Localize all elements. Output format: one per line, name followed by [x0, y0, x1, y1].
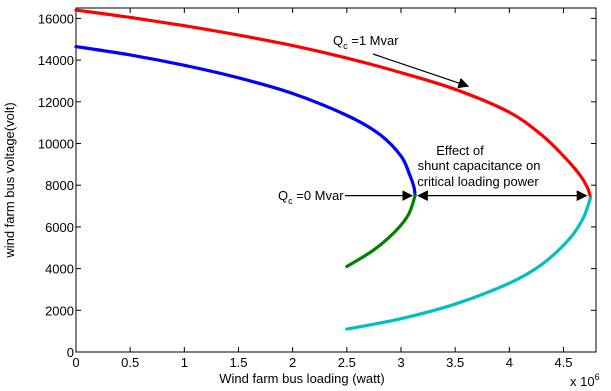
x-tick-label: 2.5: [338, 355, 356, 370]
x-tick-label: 1: [181, 355, 188, 370]
annotation-main: Q: [333, 33, 343, 48]
annotation-subscript: c: [288, 196, 293, 206]
series-line-1: [74, 44, 417, 198]
y-tick-label: 2000: [45, 303, 74, 318]
y-tick-label: 12000: [38, 95, 74, 110]
y-tick-label: 4000: [45, 262, 74, 277]
y-tick-label: 6000: [45, 220, 74, 235]
annotation-subscript: c: [343, 41, 348, 51]
x-axis-label: Wind farm bus loading (watt): [219, 371, 384, 386]
y-tick-label: 16000: [38, 11, 74, 26]
x-tick-label: 3: [397, 355, 404, 370]
x-tick-label: 4: [506, 355, 513, 370]
series-layer: [74, 8, 593, 331]
annotation-effect-line: shunt capacitance on: [418, 158, 541, 173]
series-line-2: [345, 196, 593, 331]
x-tick-label: 0.5: [121, 355, 139, 370]
annotation-effect-line: Effect of: [436, 143, 484, 158]
x-tick-label: 4.5: [554, 355, 572, 370]
y-axis-ticks: 0 2000 4000 6000 8000 10000 12000 14000 16000: [38, 11, 596, 360]
series-line-0: [74, 8, 593, 200]
y-tick-label: 14000: [38, 53, 74, 68]
y-axis-label: wind farm bus voltage(volt): [2, 102, 17, 258]
x-axis-multiplier: x 106: [570, 372, 600, 389]
annotation-effect-line: critical loading power: [417, 174, 539, 189]
x-tick-label: 2: [289, 355, 296, 370]
x-tick-label: 0: [72, 355, 79, 370]
y-tick-label: 10000: [38, 137, 74, 152]
annotation-arrow-qc1: [372, 53, 470, 89]
annotation-main: Q: [278, 188, 288, 203]
multiplier-base: x 10: [570, 374, 595, 389]
annotation-qc1: Qc =1 Mvar: [333, 33, 399, 51]
annotation-qc0: Qc =0 Mvar: [278, 188, 344, 206]
y-tick-label: 8000: [45, 178, 74, 193]
y-tick-label: 0: [67, 345, 74, 360]
multiplier-exponent: 6: [595, 372, 600, 382]
annotation-rest: =1 Mvar: [348, 33, 400, 48]
annotation-rest: =0 Mvar: [293, 188, 345, 203]
series-line-3: [345, 194, 417, 269]
x-tick-label: 3.5: [446, 355, 464, 370]
x-tick-label: 1.5: [229, 355, 247, 370]
x-axis-ticks: 0 0.5 1 1.5 2 2.5 3 3.5 4 4.5: [72, 8, 573, 370]
plot-area: [75, 7, 597, 353]
